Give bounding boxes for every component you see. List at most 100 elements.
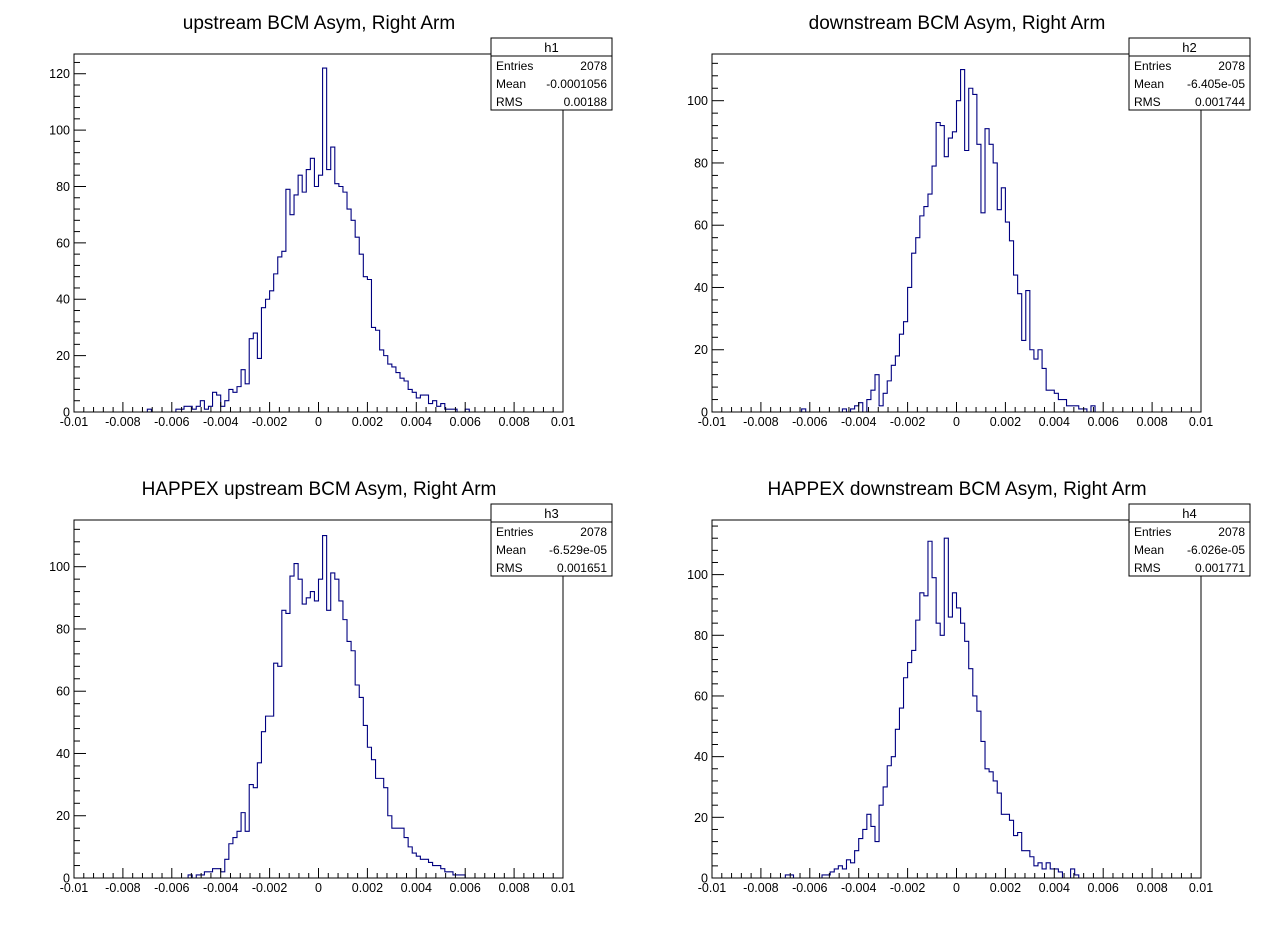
stats-box: h3 Entries 2078 Mean -6.529e-05 RMS 0.001651 (490, 503, 613, 577)
stats-row-value: 0.001651 (557, 561, 607, 575)
x-tick-label: 0 (953, 881, 960, 895)
y-tick-label: 0 (63, 872, 70, 886)
y-tick-label: 0 (701, 406, 708, 420)
stats-box-name: h1 (544, 40, 558, 55)
x-tick-label: 0.008 (1136, 415, 1167, 429)
x-tick-label: 0.002 (990, 415, 1021, 429)
y-tick-label: 80 (694, 629, 708, 643)
x-tick-label: -0.004 (203, 881, 238, 895)
histogram-series (712, 537, 1201, 879)
stats-row-label: Entries (1134, 59, 1171, 73)
x-tick-label: 0.01 (1189, 881, 1213, 895)
stats-box-name: h3 (544, 506, 558, 521)
histogram-panel-1: upstream BCM Asym, Right Arm-0.01 -0.008-… (49, 13, 613, 429)
y-tick-label: 100 (687, 94, 708, 108)
x-tick-label: 0.01 (1189, 415, 1213, 429)
stats-row-value: 2078 (1218, 525, 1245, 539)
y-tick-label: 120 (49, 67, 70, 81)
x-tick-label: -0.008 (743, 881, 778, 895)
x-tick-label: 0.01 (551, 881, 575, 895)
x-tick-label: 0.006 (450, 415, 481, 429)
stats-box-name: h4 (1182, 506, 1196, 521)
y-tick-label: 80 (694, 156, 708, 170)
y-tick-label: 0 (701, 872, 708, 886)
x-tick-label: -0.01 (60, 415, 89, 429)
x-tick-label: -0.006 (792, 415, 827, 429)
y-tick-label: 80 (56, 180, 70, 194)
chart-title: HAPPEX downstream BCM Asym, Right Arm (767, 479, 1146, 500)
y-tick-label: 100 (49, 560, 70, 574)
y-tick-label: 100 (687, 568, 708, 582)
histogram-series (74, 67, 563, 413)
x-tick-label: -0.004 (841, 415, 876, 429)
x-tick-label: -0.01 (698, 881, 727, 895)
histogram-series (74, 535, 563, 879)
x-tick-label: 0 (953, 415, 960, 429)
x-tick-label: 0.01 (551, 415, 575, 429)
y-tick-label: 20 (56, 349, 70, 363)
x-tick-label: 0.008 (498, 881, 529, 895)
y-tick-label: 40 (694, 281, 708, 295)
x-tick-label: -0.004 (841, 881, 876, 895)
y-tick-label: 20 (694, 343, 708, 357)
x-tick-label: -0.006 (154, 415, 189, 429)
stats-box-frame (490, 37, 613, 111)
stats-row-value: 0.001744 (1195, 95, 1245, 109)
x-tick-label: 0 (315, 415, 322, 429)
x-tick-label: 0.002 (352, 881, 383, 895)
stats-row-label: Mean (1134, 77, 1164, 91)
x-tick-label: 0.006 (1088, 881, 1119, 895)
x-tick-label: -0.01 (60, 881, 89, 895)
stats-row-value: 2078 (1218, 59, 1245, 73)
stats-box: h4 Entries 2078 Mean -6.026e-05 RMS 0.001771 (1128, 503, 1251, 577)
stats-row-value: 2078 (580, 525, 607, 539)
stats-row-value: -6.529e-05 (549, 543, 607, 557)
x-tick-label: -0.002 (252, 881, 287, 895)
stats-box: h2 Entries 2078 Mean -6.405e-05 RMS 0.001744 (1128, 37, 1251, 111)
y-tick-label: 40 (56, 293, 70, 307)
x-tick-label: 0.004 (401, 881, 432, 895)
x-tick-label: -0.008 (105, 415, 140, 429)
stats-row-value: 0.001771 (1195, 561, 1245, 575)
x-tick-label: 0.004 (1039, 415, 1070, 429)
x-tick-label: 0.008 (498, 415, 529, 429)
x-tick-label: -0.002 (252, 415, 287, 429)
stats-row-label: Mean (496, 77, 526, 91)
x-tick-label: 0 (315, 881, 322, 895)
stats-row-label: Entries (496, 525, 533, 539)
stats-row-label: Entries (1134, 525, 1171, 539)
histogram-panel-4: HAPPEX downstream BCM Asym, Right Arm -0.… (687, 479, 1251, 895)
stats-row-label: RMS (1134, 561, 1161, 575)
y-tick-label: 60 (56, 685, 70, 699)
x-tick-label: -0.002 (890, 881, 925, 895)
x-tick-label: 0.004 (1039, 881, 1070, 895)
stats-row-value: 0.00188 (564, 95, 608, 109)
stats-row-label: Entries (496, 59, 533, 73)
stats-box-frame (1128, 37, 1251, 111)
stats-row-value: -0.0001056 (546, 77, 607, 91)
chart-title: upstream BCM Asym, Right Arm (183, 13, 455, 34)
x-tick-label: 0.002 (990, 881, 1021, 895)
histogram-series (712, 69, 1201, 413)
stats-row-label: RMS (496, 95, 523, 109)
y-tick-label: 60 (694, 219, 708, 233)
y-tick-label: 40 (694, 750, 708, 764)
x-tick-label: -0.006 (792, 881, 827, 895)
x-tick-label: 0.006 (1088, 415, 1119, 429)
x-tick-label: 0.006 (450, 881, 481, 895)
stats-box: h1 Entries 2078 Mean -0.0001056 RMS 0.00188 (490, 37, 613, 111)
chart-title: downstream BCM Asym, Right Arm (809, 13, 1106, 34)
stats-row-value: -6.405e-05 (1187, 77, 1245, 91)
stats-box-frame (490, 503, 613, 577)
stats-row-label: RMS (496, 561, 523, 575)
x-tick-label: -0.006 (154, 881, 189, 895)
stats-box-frame (1128, 503, 1251, 577)
y-tick-label: 40 (56, 747, 70, 761)
histogram-panel-2: downstream BCM Asym, Right Arm -0.01 -0.00… (687, 13, 1251, 429)
x-tick-label: -0.004 (203, 415, 238, 429)
x-tick-label: -0.01 (698, 415, 727, 429)
histogram-panel-3: HAPPEX upstream BCM Asym, Right Arm -0.01… (49, 479, 613, 895)
x-tick-label: -0.002 (890, 415, 925, 429)
